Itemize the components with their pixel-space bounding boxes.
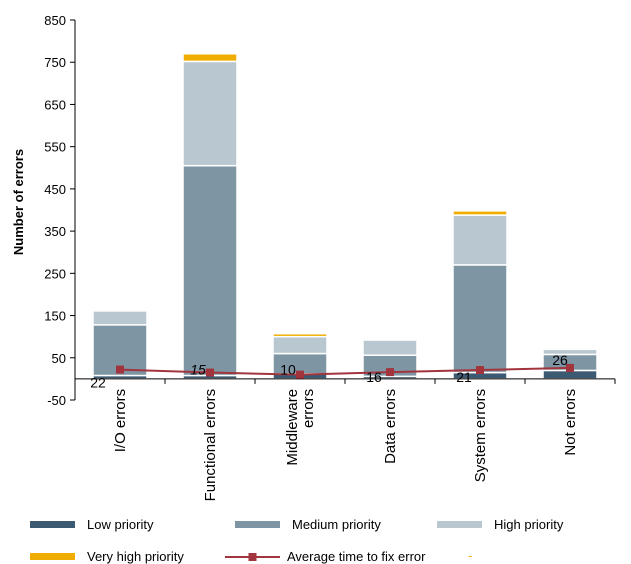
legend-label: Very high priority <box>87 549 184 564</box>
axes <box>74 20 616 400</box>
bar-segment <box>182 53 238 63</box>
line-data-label: 16 <box>366 369 382 385</box>
average-time-line: 22 15 10 16 21 26 <box>90 352 574 391</box>
bar-segment <box>452 214 508 266</box>
line-point <box>296 370 304 379</box>
line-data-label: 10 <box>280 362 296 378</box>
x-tick-label-text: Not errors <box>562 389 579 456</box>
x-tick-label: Not errors <box>562 389 579 456</box>
x-tick-label: I/O errors <box>112 389 129 452</box>
y-tick-label: 650 <box>44 97 66 112</box>
x-tick-label: System errors <box>472 389 489 482</box>
y-tick-label: 50 <box>52 351 66 366</box>
legend-swatch <box>30 553 75 560</box>
line-data-label: 15 <box>190 362 206 378</box>
legend-item: Low priority <box>30 517 154 532</box>
y-axis-ticks: -50 50 150 250 350 450 550 650 750 850 <box>44 13 75 408</box>
bars <box>92 53 598 380</box>
bar-segment <box>452 264 508 374</box>
legend-marker <box>248 553 257 561</box>
y-tick-label: 850 <box>44 13 66 28</box>
y-tick-label: 250 <box>44 266 66 281</box>
legend: Low priority Medium priority High priority… <box>30 517 564 564</box>
y-axis-label: Number of errors <box>11 149 26 255</box>
legend-item: High priority <box>437 517 564 532</box>
bar-segment <box>362 339 418 356</box>
line-point <box>386 368 394 377</box>
line-point <box>206 368 214 377</box>
line-data-label: 26 <box>552 352 568 368</box>
x-tick-label: Functional errors <box>202 389 219 502</box>
y-tick-label: -50 <box>47 393 66 408</box>
bar-segment <box>182 60 238 167</box>
x-tick-label-text: I/O errors <box>112 389 129 452</box>
y-tick-label: 550 <box>44 140 66 155</box>
line-point <box>476 366 484 375</box>
x-tick-label-text: errors <box>300 389 317 428</box>
legend-swatch <box>235 521 280 528</box>
x-axis-tick-labels: I/O errors Functional errors Middleware err… <box>112 389 579 502</box>
legend-label: Medium priority <box>292 517 381 532</box>
y-tick-label: 450 <box>44 182 66 197</box>
x-tick-label-text: Data errors <box>382 389 399 464</box>
legend-label: High priority <box>494 517 564 532</box>
legend-swatch <box>30 521 75 528</box>
bar-segment <box>272 332 328 338</box>
legend-label: Average time to fix error <box>287 549 426 564</box>
legend-extra-dash: - <box>468 548 472 563</box>
y-tick-label: 750 <box>44 55 66 70</box>
line-series-path <box>119 366 571 376</box>
line-point <box>116 365 124 374</box>
bar-segment <box>542 348 598 356</box>
y-tick-label: 150 <box>44 309 66 324</box>
x-tick-label-text: Functional errors <box>202 389 219 502</box>
legend-item: Very high priority <box>30 549 184 564</box>
line-data-label: 22 <box>90 375 106 391</box>
line-data-label: 21 <box>456 369 472 385</box>
legend-item: Average time to fix error <box>225 549 426 564</box>
bar-segment <box>182 164 238 377</box>
bar-segment <box>92 310 148 326</box>
legend-label: Low priority <box>87 517 154 532</box>
x-tick-label: Middleware errors <box>284 389 317 466</box>
bar-segment <box>452 210 508 216</box>
y-tick-label: 350 <box>44 224 66 239</box>
bar-segment <box>272 335 328 355</box>
x-tick-label: Data errors <box>382 389 399 464</box>
x-tick-label-text: Middleware <box>284 389 301 466</box>
legend-swatch <box>437 521 482 528</box>
legend-item: Medium priority <box>235 517 381 532</box>
line-point <box>566 363 574 372</box>
x-tick-label-text: System errors <box>472 389 489 482</box>
